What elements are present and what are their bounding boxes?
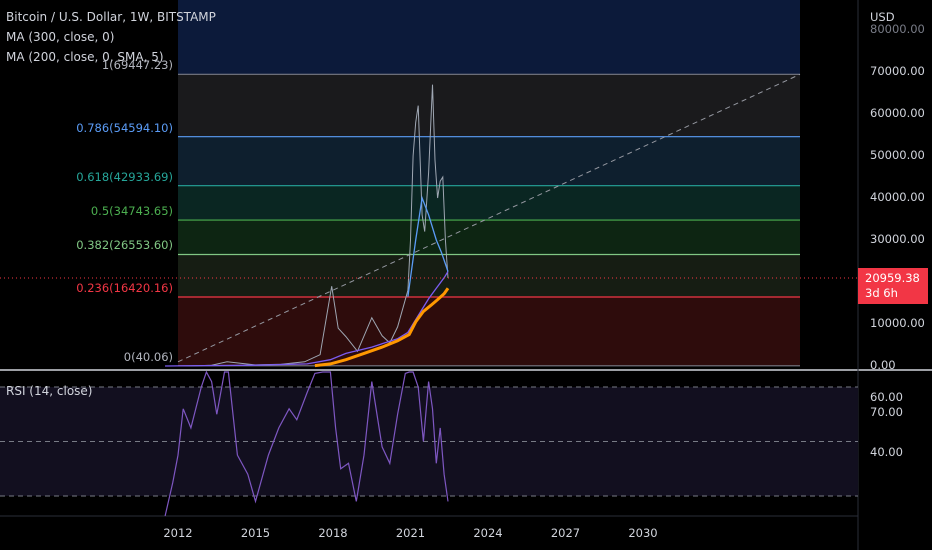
time-tick: 2012 xyxy=(163,526,193,540)
price-tick: 60000.00 xyxy=(870,106,925,120)
indicator-ma200: MA (200, close, 0, SMA, 5) xyxy=(6,50,164,64)
rsi-tick: 60.00 xyxy=(870,390,903,405)
time-tick: 2027 xyxy=(550,526,581,540)
series-line-3 xyxy=(407,195,449,297)
fib-label-3: 0.5(34743.65) xyxy=(90,204,173,219)
bar-countdown: 3d 6h xyxy=(865,286,898,300)
last-price-value: 20959.38 xyxy=(865,271,920,285)
currency-label: USD xyxy=(870,10,895,24)
fib-label-5: 0.236(16420.16) xyxy=(76,281,173,296)
fib-label-6: 0(40.06) xyxy=(123,349,173,364)
time-tick: 2021 xyxy=(395,526,426,540)
fib-label-4: 0.382(26553.60) xyxy=(76,238,173,253)
series-line-2 xyxy=(314,287,450,368)
price-tick: 50000.00 xyxy=(870,148,925,162)
price-tick: 40000.00 xyxy=(870,190,925,204)
rsi-label: RSI (14, close) xyxy=(6,384,93,398)
indicator-ma300: MA (300, close, 0) xyxy=(6,30,115,44)
price-tick: 10000.00 xyxy=(870,316,925,330)
fib-zone-5 xyxy=(178,297,800,366)
rsi-tick: 40.00 xyxy=(870,444,903,459)
rsi-line xyxy=(164,370,449,517)
time-tick: 2030 xyxy=(628,526,658,540)
price-tick: 80000.00 xyxy=(870,22,925,36)
diagonal-trend-line xyxy=(177,73,801,363)
series-line-1 xyxy=(165,271,449,367)
fib-label-1: 0.786(54594.10) xyxy=(76,120,173,135)
rsi-tick-70: 70.00 xyxy=(870,405,903,419)
price-tick: 30000.00 xyxy=(870,232,925,246)
time-tick: 2015 xyxy=(240,526,271,540)
time-tick: 2024 xyxy=(473,526,503,540)
fib-zone-0 xyxy=(178,74,800,137)
last-price-tag: 20959.38 3d 6h xyxy=(858,268,928,304)
time-tick: 2018 xyxy=(318,526,348,540)
fib-zone-1 xyxy=(178,136,800,186)
fib-zone-4 xyxy=(178,254,800,298)
symbol-title: Bitcoin / U.S. Dollar, 1W, BITSTAMP xyxy=(6,10,216,24)
fib-label-2: 0.618(42933.69) xyxy=(76,169,173,184)
fib-extension-zone xyxy=(178,0,800,75)
fib-zone-3 xyxy=(178,220,800,255)
fib-label-0: 1(69447.23) xyxy=(101,58,173,73)
fib-zone-2 xyxy=(178,185,800,221)
price-tick: 70000.00 xyxy=(870,64,925,78)
price-tick: 0.00 xyxy=(870,358,896,372)
